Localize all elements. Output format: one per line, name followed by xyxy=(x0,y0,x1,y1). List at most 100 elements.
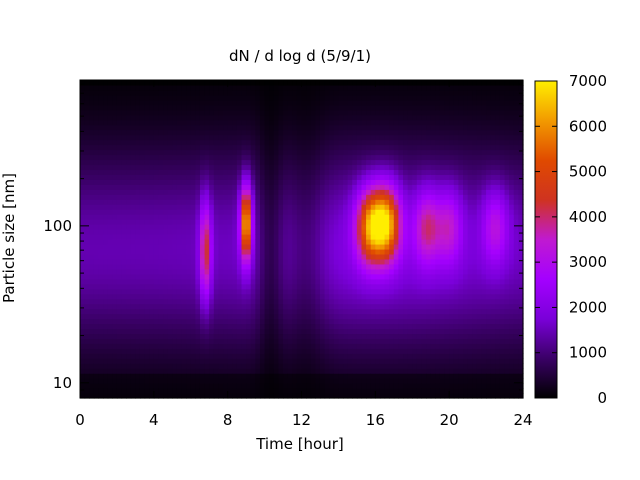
heatmap-cell xyxy=(195,209,201,215)
heatmap-cell xyxy=(273,353,280,359)
heatmap-cell xyxy=(273,99,280,106)
heatmap-cell xyxy=(301,263,307,270)
heatmap-cell xyxy=(370,229,376,235)
heatmap-cell xyxy=(121,363,127,369)
heatmap-cell xyxy=(324,199,330,205)
heatmap-cell xyxy=(223,189,229,195)
heatmap-cell xyxy=(218,318,224,325)
heatmap-cell xyxy=(167,134,173,141)
heatmap-cell xyxy=(347,89,353,96)
heatmap-cell xyxy=(204,353,210,359)
heatmap-cell xyxy=(389,308,395,315)
heatmap-cell xyxy=(107,144,113,151)
heatmap-cell xyxy=(98,114,104,121)
heatmap-cell xyxy=(246,358,252,364)
heatmap-cell xyxy=(227,124,233,131)
heatmap-cell xyxy=(259,199,266,205)
heatmap-cell xyxy=(366,109,372,116)
heatmap-cell xyxy=(84,234,90,240)
heatmap-cell xyxy=(116,243,123,250)
heatmap-cell xyxy=(121,99,127,106)
heatmap-cell xyxy=(236,338,243,344)
heatmap-cell xyxy=(375,293,381,300)
heatmap-cell xyxy=(296,363,303,369)
heatmap-cell xyxy=(343,328,349,335)
heatmap-cell xyxy=(329,293,335,300)
heatmap-cell xyxy=(121,258,127,265)
heatmap-cell xyxy=(195,293,201,300)
heatmap-cell xyxy=(144,224,150,230)
heatmap-cell xyxy=(426,149,432,156)
heatmap-cell xyxy=(435,388,441,394)
heatmap-cell xyxy=(163,283,169,290)
heatmap-cell xyxy=(227,149,233,156)
heatmap-cell xyxy=(310,199,316,205)
heatmap-cell xyxy=(218,209,224,215)
heatmap-cell xyxy=(153,258,160,265)
heatmap-cell xyxy=(190,258,196,265)
heatmap-cell xyxy=(259,214,266,220)
heatmap-cell xyxy=(319,253,326,260)
heatmap-cell xyxy=(338,234,344,240)
heatmap-cell xyxy=(236,388,243,394)
heatmap-cell xyxy=(315,313,321,320)
heatmap-cell xyxy=(370,194,376,200)
heatmap-cell xyxy=(333,99,340,106)
heatmap-cell xyxy=(356,348,363,354)
heatmap-cell xyxy=(250,373,256,379)
heatmap-cell xyxy=(315,343,321,349)
heatmap-cell xyxy=(181,124,187,131)
heatmap-cell xyxy=(338,169,344,176)
heatmap-cell xyxy=(172,248,178,255)
heatmap-cell xyxy=(112,253,118,260)
heatmap-cell xyxy=(435,243,441,250)
heatmap-cell xyxy=(375,174,381,180)
heatmap-cell xyxy=(333,199,340,205)
heatmap-cell xyxy=(89,149,95,156)
heatmap-cell xyxy=(426,124,432,131)
heatmap-cell xyxy=(227,323,233,330)
heatmap-cell xyxy=(167,89,173,96)
heatmap-cell xyxy=(375,348,381,354)
heatmap-cell xyxy=(218,234,224,240)
heatmap-cell xyxy=(98,393,104,399)
heatmap-cell xyxy=(213,94,220,101)
heatmap-cell xyxy=(89,194,95,200)
heatmap-cell xyxy=(181,243,187,250)
heatmap-cell xyxy=(356,258,363,265)
heatmap-cell xyxy=(153,343,160,349)
heatmap-cell xyxy=(223,229,229,235)
heatmap-cell xyxy=(236,328,243,335)
heatmap-cell xyxy=(333,89,340,96)
heatmap-cell xyxy=(130,258,136,265)
heatmap-cell xyxy=(84,308,90,315)
heatmap-cell xyxy=(333,159,340,166)
heatmap-cell xyxy=(430,293,436,300)
heatmap-cell xyxy=(144,343,150,349)
heatmap-cell xyxy=(292,258,298,265)
heatmap-cell xyxy=(403,353,409,359)
heatmap-cell xyxy=(343,283,349,290)
heatmap-cell xyxy=(301,94,307,101)
heatmap-cell xyxy=(227,214,233,220)
heatmap-cell xyxy=(375,388,381,394)
heatmap-cell xyxy=(84,184,90,190)
heatmap-cell xyxy=(236,268,243,275)
heatmap-cell xyxy=(310,84,316,91)
heatmap-cell xyxy=(389,333,395,339)
heatmap-cell xyxy=(116,239,123,245)
heatmap-cell xyxy=(361,114,367,121)
heatmap-cell xyxy=(112,378,118,384)
heatmap-cell xyxy=(306,363,312,369)
heatmap-cell xyxy=(333,293,340,300)
heatmap-cell xyxy=(273,363,280,369)
heatmap-cell xyxy=(435,288,441,295)
heatmap-cell xyxy=(389,84,395,91)
heatmap-cell xyxy=(315,323,321,330)
heatmap-cell xyxy=(347,104,353,111)
heatmap-cell xyxy=(167,343,173,349)
heatmap-cell xyxy=(407,124,413,131)
heatmap-cell xyxy=(329,278,335,285)
heatmap-cell xyxy=(310,338,316,344)
heatmap-cell xyxy=(393,293,399,300)
